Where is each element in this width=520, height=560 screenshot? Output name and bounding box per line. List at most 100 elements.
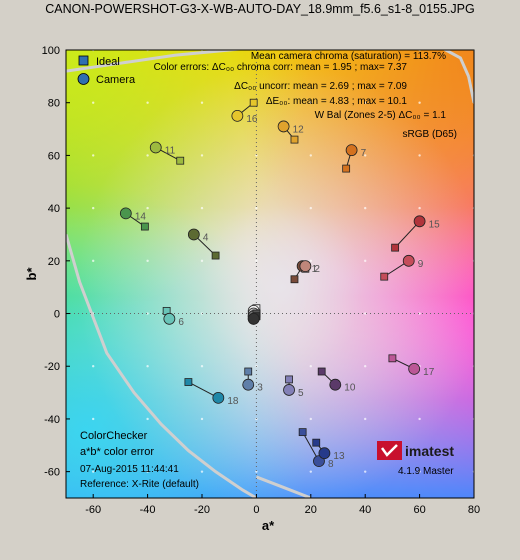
grid-dot [255, 259, 258, 263]
x-tick-label: -40 [140, 504, 156, 516]
legend-ideal-marker [78, 55, 89, 66]
grid-dot [146, 206, 149, 210]
y-tick-label: 100 [42, 45, 60, 57]
ideal-marker-10 [317, 367, 326, 376]
patch-label-5: 5 [298, 388, 304, 399]
patch-label-1: 1 [312, 264, 318, 275]
y-tick-label: 20 [48, 256, 60, 268]
y-axis-label: b* [24, 267, 39, 281]
camera-marker-18 [212, 391, 225, 404]
grid-dot [92, 206, 95, 210]
grid-dot [364, 365, 367, 368]
info-date: 07-Aug-2015 11:44:41 [80, 464, 179, 475]
grid-dot [364, 470, 367, 473]
ideal-marker-3 [244, 367, 253, 376]
grid-dot [364, 101, 367, 104]
patch-label-3: 3 [257, 383, 263, 394]
camera-marker-13 [318, 447, 331, 460]
ideal-marker-8 [298, 428, 307, 437]
error-line-15 [394, 220, 420, 248]
patch-label-11: 11 [165, 146, 176, 157]
camera-marker-15 [413, 215, 426, 228]
grid-dot [418, 259, 421, 263]
gamut-boundary [66, 50, 474, 498]
annotation-chroma: Mean camera chroma (saturation) = 113.7% [251, 51, 446, 62]
x-axis-ticks: -60 -40 -20 0 20 40 60 80 [85, 494, 480, 516]
grid-dot [309, 259, 312, 263]
y-tick-label: -20 [44, 361, 60, 373]
y-tick-label: 80 [48, 98, 60, 110]
grid-dot [146, 101, 149, 104]
y-axis-ticks: -60 -40 -20 0 20 40 60 80 100 [42, 45, 70, 479]
plot-frame [65, 49, 475, 499]
grid-dot [364, 206, 367, 210]
grid-dot [418, 470, 421, 473]
grid-dot [92, 365, 95, 368]
legend: Ideal Camera [77, 55, 136, 86]
annotation-de: ΔE₀₀: mean = 4.83 ; max = 10.1 [266, 96, 408, 107]
grid-dot [146, 154, 149, 157]
grid-dot [364, 154, 367, 157]
ideal-marker-5 [285, 375, 293, 384]
legend-camera-label: Camera [96, 74, 136, 86]
grid-dot [418, 417, 421, 421]
y-tick-label: 60 [48, 150, 60, 162]
camera-marker-4 [187, 228, 200, 241]
grid-dot [200, 259, 204, 263]
patch-label-18: 18 [227, 396, 239, 407]
x-tick-label: 20 [305, 504, 317, 516]
patch-label-16: 16 [246, 114, 258, 125]
ideal-marker-9 [380, 272, 389, 281]
ideal-marker-11 [176, 156, 185, 165]
y-tick-label: 0 [54, 309, 60, 321]
ideal-marker-7 [342, 164, 351, 173]
grid-dot [364, 417, 367, 421]
ideal-marker-18 [184, 378, 193, 386]
logo-check-icon [380, 444, 398, 457]
grid-dot [255, 154, 258, 157]
grid-dot [92, 417, 95, 421]
grid-dot [364, 312, 367, 315]
patch-label-15: 15 [429, 219, 441, 230]
grid-dot [92, 154, 95, 157]
grid-dot [146, 312, 149, 315]
camera-marker-14 [119, 207, 132, 220]
grid-dot [92, 470, 95, 473]
patch-label-7: 7 [361, 148, 367, 159]
camera-marker-6 [163, 312, 176, 325]
grid-dot [200, 101, 204, 104]
camera-marker-16 [231, 109, 244, 122]
patch-label-10: 10 [344, 383, 356, 394]
ideal-marker-15 [391, 243, 400, 252]
grid-dot [309, 365, 312, 368]
legend-camera-marker [77, 73, 90, 85]
x-tick-label: 0 [253, 504, 259, 516]
grid-dot [255, 206, 258, 210]
logo-mark [377, 441, 402, 460]
x-tick-label: 80 [468, 504, 480, 516]
patch-label-12: 12 [293, 124, 305, 135]
grid-dot [418, 206, 421, 210]
ideal-marker-1 [290, 275, 299, 284]
legend-ideal-label: Ideal [96, 56, 120, 68]
ideal-marker-14 [140, 222, 149, 231]
grid-dot [92, 259, 95, 263]
info-subtitle: a*b* color error [80, 446, 154, 458]
logo-text: imatest [405, 443, 454, 459]
info-colorchecker: ColorChecker [80, 430, 148, 442]
gamut-boundary-left [66, 234, 258, 498]
grid-dot [309, 417, 312, 421]
annotation-dc-corr: Color errors: ΔC₀₀ chroma corr: mean = 1… [154, 62, 408, 73]
zero-axes [66, 50, 474, 498]
grid-dot [200, 470, 204, 473]
error-annotations: Mean camera chroma (saturation) = 113.7%… [154, 51, 457, 140]
patch-label-6: 6 [178, 317, 184, 328]
patch-label-2: 2 [314, 264, 320, 275]
annotation-dc-uncorr: ΔC₀₀ uncorr: mean = 2.69 ; max = 7.09 [234, 81, 407, 92]
grid-dot [200, 154, 204, 157]
camera-marker-17 [408, 362, 421, 375]
x-tick-label: -20 [194, 504, 210, 516]
logo-version: 4.1.9 Master [398, 466, 454, 477]
